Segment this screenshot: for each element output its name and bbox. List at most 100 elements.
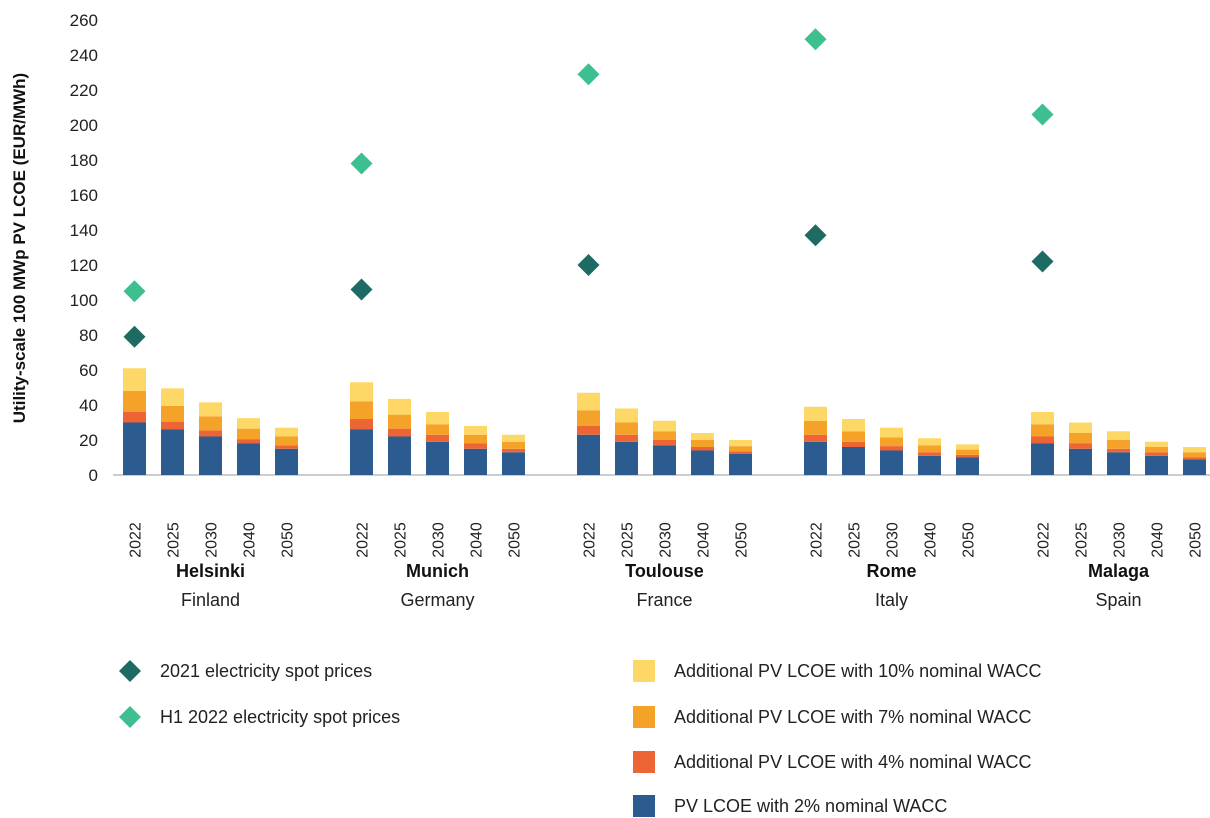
bar-add4 — [880, 446, 903, 451]
bar-add4 — [615, 434, 638, 442]
bar-add10 — [123, 368, 146, 391]
marker-2021-spot — [804, 224, 827, 247]
x-tick-label: 2040 — [696, 522, 713, 558]
bar-add4 — [199, 430, 222, 437]
bar-base — [426, 441, 449, 475]
legend-label-spot2021: 2021 electricity spot prices — [160, 661, 372, 681]
legend-swatch-base — [633, 795, 655, 817]
city-label: Munich — [406, 561, 469, 581]
country-label: Italy — [875, 590, 908, 610]
bar-add7 — [1145, 447, 1168, 453]
bar-add7 — [199, 416, 222, 431]
x-tick-label: 2050 — [507, 522, 524, 558]
bar-add7 — [502, 441, 525, 449]
x-tick-label: 2022 — [1036, 522, 1053, 558]
x-axis-labels: 2022 2025 2030 2040 2050 Helsinki Finland 2022 2… — [128, 522, 1205, 610]
spot-price-markers — [123, 28, 1054, 348]
bars-layer — [123, 368, 1206, 475]
bar-base — [577, 434, 600, 475]
y-tick-label: 0 — [89, 466, 98, 485]
y-tick-label: 140 — [70, 221, 98, 240]
bar-add10 — [880, 427, 903, 438]
bar-base — [1145, 455, 1168, 475]
bar-add7 — [426, 424, 449, 435]
bar-add10 — [1031, 412, 1054, 425]
bar-add4 — [350, 419, 373, 430]
bar-add7 — [729, 446, 752, 452]
bar-base — [956, 457, 979, 475]
bar-add7 — [956, 449, 979, 455]
bar-add10 — [502, 434, 525, 442]
legend-swatch-add4 — [633, 751, 655, 773]
bar-add7 — [653, 431, 676, 440]
x-tick-label: 2025 — [166, 522, 183, 558]
bar-add4 — [653, 440, 676, 446]
bar-add4 — [804, 434, 827, 442]
bar-add4 — [426, 434, 449, 442]
bar-add7 — [1183, 452, 1206, 458]
bar-add4 — [1183, 457, 1206, 460]
bar-add10 — [615, 408, 638, 423]
bar-add4 — [1069, 443, 1092, 449]
y-tick-label: 100 — [70, 291, 98, 310]
x-tick-label: 2040 — [469, 522, 486, 558]
legend: 2021 electricity spot prices H1 2022 elec… — [119, 660, 1042, 817]
bar-add4 — [577, 426, 600, 435]
bar-add10 — [1145, 441, 1168, 447]
x-tick-label: 2050 — [280, 522, 297, 558]
bar-add10 — [1107, 431, 1130, 440]
x-tick-label: 2030 — [431, 522, 448, 558]
x-tick-label: 2025 — [620, 522, 637, 558]
bar-base — [464, 448, 487, 475]
bar-add7 — [275, 436, 298, 446]
y-tick-label: 200 — [70, 116, 98, 135]
bar-add7 — [918, 445, 941, 453]
bar-base — [729, 454, 752, 475]
city-label: Helsinki — [176, 561, 245, 581]
x-tick-label: 2030 — [658, 522, 675, 558]
marker-h1-2022-spot — [350, 152, 373, 175]
bar-base — [918, 455, 941, 475]
bar-base — [502, 452, 525, 475]
bar-add10 — [426, 412, 449, 425]
legend-label-base: PV LCOE with 2% nominal WACC — [674, 796, 947, 816]
bar-base — [123, 422, 146, 475]
bar-base — [880, 450, 903, 475]
marker-h1-2022-spot — [123, 280, 146, 303]
bar-base — [691, 450, 714, 475]
y-tick-label: 40 — [79, 396, 98, 415]
bar-add10 — [161, 388, 184, 406]
x-tick-label: 2022 — [582, 522, 599, 558]
bar-base — [161, 429, 184, 475]
bar-add4 — [464, 443, 487, 449]
bar-add7 — [577, 410, 600, 426]
bar-add4 — [388, 428, 411, 437]
legend-swatch-add7 — [633, 706, 655, 728]
legend-label-spotH1_2022: H1 2022 electricity spot prices — [160, 707, 400, 727]
country-label: Germany — [400, 590, 474, 610]
bar-add7 — [123, 391, 146, 412]
bar-add7 — [691, 440, 714, 447]
x-tick-label: 2025 — [393, 522, 410, 558]
x-tick-label: 2040 — [242, 522, 259, 558]
y-tick-label: 120 — [70, 256, 98, 275]
bar-base — [388, 436, 411, 475]
bar-add10 — [956, 444, 979, 450]
legend-swatch-add10 — [633, 660, 655, 682]
bar-add7 — [804, 420, 827, 435]
y-tick-label: 60 — [79, 361, 98, 380]
y-axis: 0 20 40 60 80 100 120 140 160 180 200 220 240 260 — [70, 11, 98, 485]
bar-add10 — [1069, 422, 1092, 433]
bar-add4 — [123, 412, 146, 423]
bar-add10 — [275, 427, 298, 437]
y-axis-title: Utility-scale 100 MWp PV LCOE (EUR/MWh) — [10, 73, 29, 423]
bar-add4 — [918, 452, 941, 456]
x-tick-label: 2030 — [885, 522, 902, 558]
bar-add7 — [1107, 440, 1130, 449]
marker-2021-spot — [1031, 250, 1054, 273]
x-tick-label: 2030 — [1112, 522, 1129, 558]
bar-base — [237, 443, 260, 475]
legend-label-add10: Additional PV LCOE with 10% nominal WACC — [674, 661, 1042, 681]
y-tick-label: 160 — [70, 186, 98, 205]
